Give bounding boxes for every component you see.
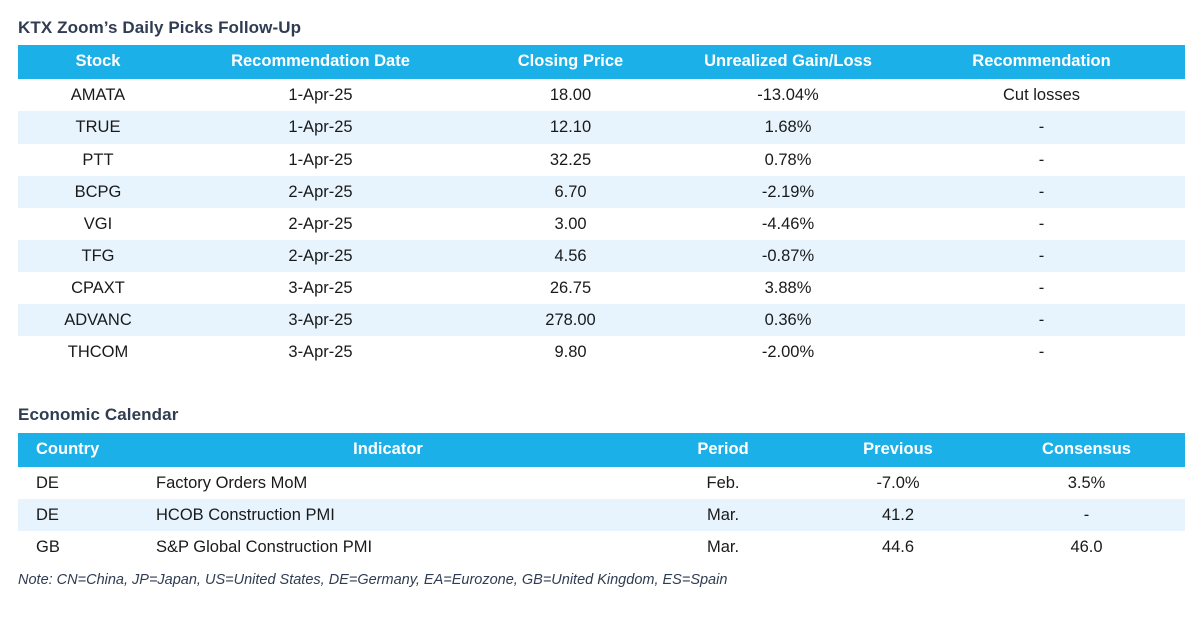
cell-consensus: - xyxy=(988,499,1185,532)
cell-stock: BCPG xyxy=(18,175,178,208)
table-row[interactable]: THCOM 3-Apr-25 9.80 -2.00% - xyxy=(18,336,1185,369)
cell-gain-loss: 0.36% xyxy=(678,304,898,337)
table-row[interactable]: AMATA 1-Apr-25 18.00 -13.04% Cut losses xyxy=(18,79,1185,112)
table-row[interactable]: CPAXT 3-Apr-25 26.75 3.88% - xyxy=(18,272,1185,305)
economic-calendar-title: Economic Calendar xyxy=(18,404,179,424)
column-header-closing-price[interactable]: Closing Price xyxy=(463,45,678,80)
cell-price: 32.25 xyxy=(463,143,678,176)
column-header-unrealized-gain-loss[interactable]: Unrealized Gain/Loss xyxy=(678,45,898,80)
daily-picks-title: KTX Zoom’s Daily Picks Follow-Up xyxy=(18,18,302,37)
cell-stock: VGI xyxy=(18,207,178,241)
column-header-period[interactable]: Period xyxy=(638,432,808,467)
daily-picks-table: Stock Recommendation Date Closing Price … xyxy=(18,45,1185,369)
economic-calendar-body: DE Factory Orders MoM Feb. -7.0% 3.5% DE… xyxy=(18,466,1185,564)
cell-country: DE xyxy=(18,499,138,532)
cell-gain-loss: -4.46% xyxy=(678,207,898,241)
cell-date: 3-Apr-25 xyxy=(178,336,463,369)
column-header-recommendation-date[interactable]: Recommendation Date xyxy=(178,45,463,80)
cell-price: 12.10 xyxy=(463,111,678,144)
cell-price: 4.56 xyxy=(463,240,678,273)
cell-recommendation: - xyxy=(898,336,1185,369)
cell-recommendation: - xyxy=(898,207,1185,241)
cell-indicator: HCOB Construction PMI xyxy=(138,499,638,532)
cell-date: 1-Apr-25 xyxy=(178,111,463,144)
cell-date: 2-Apr-25 xyxy=(178,207,463,241)
cell-recommendation: - xyxy=(898,272,1185,305)
cell-date: 2-Apr-25 xyxy=(178,175,463,208)
cell-gain-loss: -13.04% xyxy=(678,79,898,112)
cell-indicator: S&P Global Construction PMI xyxy=(138,531,638,564)
cell-previous: 44.6 xyxy=(808,531,988,564)
cell-date: 1-Apr-25 xyxy=(178,143,463,176)
cell-consensus: 46.0 xyxy=(988,531,1185,564)
table-header-row: Stock Recommendation Date Closing Price … xyxy=(18,45,1185,80)
country-code-note: Note: CN=China, JP=Japan, US=United Stat… xyxy=(18,572,728,589)
cell-period: Mar. xyxy=(638,531,808,564)
table-row[interactable]: TRUE 1-Apr-25 12.10 1.68% - xyxy=(18,111,1185,144)
cell-gain-loss: -2.00% xyxy=(678,336,898,369)
cell-date: 2-Apr-25 xyxy=(178,240,463,273)
cell-gain-loss: 0.78% xyxy=(678,143,898,176)
column-header-country[interactable]: Country xyxy=(18,432,138,467)
table-row[interactable]: DE Factory Orders MoM Feb. -7.0% 3.5% xyxy=(18,466,1185,500)
cell-country: GB xyxy=(18,531,138,564)
column-header-previous[interactable]: Previous xyxy=(808,432,988,467)
daily-picks-body: AMATA 1-Apr-25 18.00 -13.04% Cut losses … xyxy=(18,79,1185,369)
daily-picks-table-wrap: Stock Recommendation Date Closing Price … xyxy=(18,45,1185,369)
table-row[interactable]: ADVANC 3-Apr-25 278.00 0.36% - xyxy=(18,304,1185,337)
economic-calendar-table-wrap: Country Indicator Period Previous Consen… xyxy=(18,432,1185,564)
cell-recommendation: - xyxy=(898,143,1185,176)
economic-calendar-table: Country Indicator Period Previous Consen… xyxy=(18,432,1185,564)
cell-date: 3-Apr-25 xyxy=(178,272,463,305)
column-header-recommendation[interactable]: Recommendation xyxy=(898,45,1185,80)
cell-period: Mar. xyxy=(638,499,808,532)
section-spacer xyxy=(0,369,1200,405)
cell-stock: TFG xyxy=(18,240,178,273)
cell-indicator: Factory Orders MoM xyxy=(138,466,638,500)
cell-recommendation: - xyxy=(898,240,1185,273)
cell-previous: -7.0% xyxy=(808,466,988,500)
cell-price: 3.00 xyxy=(463,207,678,241)
cell-price: 9.80 xyxy=(463,336,678,369)
table-row[interactable]: VGI 2-Apr-25 3.00 -4.46% - xyxy=(18,207,1185,241)
cell-stock: TRUE xyxy=(18,111,178,144)
cell-recommendation: - xyxy=(898,111,1185,144)
cell-period: Feb. xyxy=(638,466,808,500)
table-row[interactable]: GB S&P Global Construction PMI Mar. 44.6… xyxy=(18,531,1185,564)
cell-stock: CPAXT xyxy=(18,272,178,305)
cell-stock: AMATA xyxy=(18,79,178,112)
cell-recommendation: Cut losses xyxy=(898,79,1185,112)
table-row[interactable]: TFG 2-Apr-25 4.56 -0.87% - xyxy=(18,240,1185,273)
column-header-consensus[interactable]: Consensus xyxy=(988,432,1185,467)
economic-calendar-header: Country Indicator Period Previous Consen… xyxy=(18,432,1185,467)
cell-date: 3-Apr-25 xyxy=(178,304,463,337)
cell-date: 1-Apr-25 xyxy=(178,79,463,112)
cell-gain-loss: 3.88% xyxy=(678,272,898,305)
column-header-stock[interactable]: Stock xyxy=(18,45,178,80)
cell-stock: ADVANC xyxy=(18,304,178,337)
daily-picks-header: Stock Recommendation Date Closing Price … xyxy=(18,45,1185,80)
column-header-indicator[interactable]: Indicator xyxy=(138,432,638,467)
cell-stock: PTT xyxy=(18,143,178,176)
table-row[interactable]: PTT 1-Apr-25 32.25 0.78% - xyxy=(18,143,1185,176)
cell-price: 6.70 xyxy=(463,175,678,208)
cell-gain-loss: -0.87% xyxy=(678,240,898,273)
cell-gain-loss: -2.19% xyxy=(678,175,898,208)
table-row[interactable]: BCPG 2-Apr-25 6.70 -2.19% - xyxy=(18,175,1185,208)
cell-gain-loss: 1.68% xyxy=(678,111,898,144)
cell-price: 278.00 xyxy=(463,304,678,337)
cell-recommendation: - xyxy=(898,304,1185,337)
cell-previous: 41.2 xyxy=(808,499,988,532)
cell-country: DE xyxy=(18,466,138,500)
cell-price: 18.00 xyxy=(463,79,678,112)
cell-price: 26.75 xyxy=(463,272,678,305)
cell-recommendation: - xyxy=(898,175,1185,208)
cell-stock: THCOM xyxy=(18,336,178,369)
table-row[interactable]: DE HCOB Construction PMI Mar. 41.2 - xyxy=(18,499,1185,532)
table-header-row: Country Indicator Period Previous Consen… xyxy=(18,432,1185,467)
cell-consensus: 3.5% xyxy=(988,466,1185,500)
